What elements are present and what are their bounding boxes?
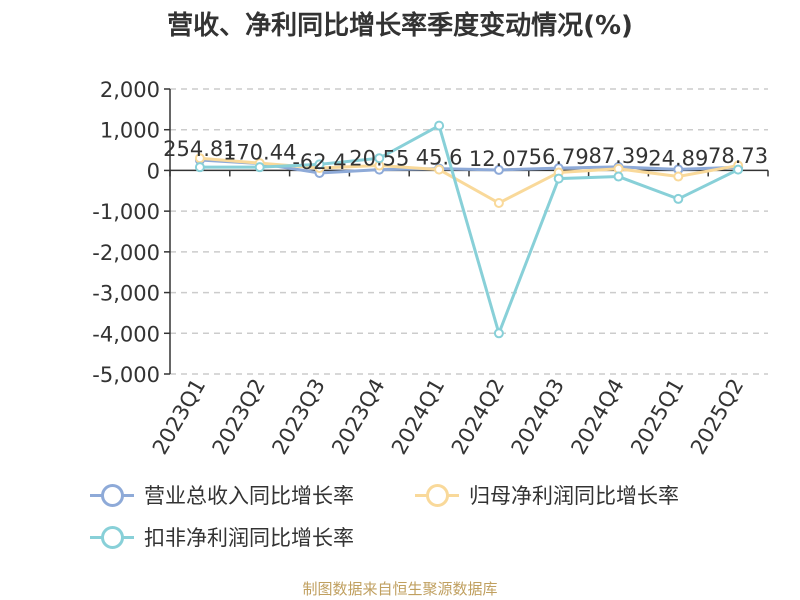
x-tick-label: 2025Q2	[686, 375, 748, 459]
legend-item-net-profit[interactable]: 归母净利润同比增长率	[415, 480, 679, 510]
data-point-revenue	[493, 164, 504, 175]
x-tick-label: 2023Q4	[327, 375, 389, 459]
data-point-deducted	[374, 153, 385, 164]
data-label: 12.07	[469, 147, 529, 171]
x-tick-label: 2023Q2	[208, 375, 270, 459]
legend-item-revenue[interactable]: 营业总收入同比增长率	[90, 480, 354, 510]
x-tick-label: 2024Q1	[387, 374, 449, 458]
y-tick-label: 2,000	[100, 78, 160, 102]
x-tick-label: 2023Q3	[267, 375, 329, 459]
series-line-revenue	[199, 158, 739, 175]
legend-revenue-marker-icon	[90, 483, 134, 507]
y-tick-label: -4,000	[92, 322, 160, 346]
data-point-deducted	[314, 159, 325, 170]
chart-title: 营收、净利同比增长率季度变动情况(%)	[167, 11, 633, 41]
y-tick-label: 1,000	[100, 119, 160, 143]
y-tick-label: 0	[147, 159, 160, 183]
data-point-deducted	[733, 164, 744, 175]
x-tick-label: 2025Q1	[626, 375, 688, 459]
data-label: 45.6	[416, 146, 463, 170]
data-point-deducted	[673, 193, 684, 204]
y-tick-label: -1,000	[92, 200, 160, 224]
legend-revenue-label: 营业总收入同比增长率	[144, 484, 354, 508]
data-label: 254.81	[163, 137, 236, 161]
x-tick-label: 2023Q1	[148, 375, 210, 459]
x-tick-label: 2024Q4	[566, 375, 628, 459]
data-point-deducted	[493, 328, 504, 339]
data-point-deducted	[434, 120, 445, 131]
data-label: 20.55	[349, 147, 409, 171]
series-line-deducted	[199, 123, 739, 338]
legend-item-deducted[interactable]: 扣非净利润同比增长率	[90, 522, 354, 552]
data-label: 78.73	[708, 144, 768, 168]
data-label: 24.89	[648, 146, 708, 170]
data-point-deducted	[254, 162, 265, 173]
data-label: 170.44	[223, 140, 296, 164]
data-point-net_profit	[493, 198, 504, 208]
data-point-deducted	[553, 173, 564, 184]
source-note: 制图数据来自恒生聚源数据库	[302, 580, 498, 598]
y-tick-label: -3,000	[92, 282, 160, 306]
legend-net-profit-label: 归母净利润同比增长率	[469, 484, 679, 508]
legend-deducted-label: 扣非净利润同比增长率	[144, 526, 354, 550]
data-point-net_profit	[673, 171, 684, 182]
y-tick-label: -5,000	[92, 363, 160, 387]
data-label: 87.39	[588, 144, 648, 168]
legend-net-profit-marker-icon	[415, 483, 459, 507]
data-label: 56.79	[529, 145, 589, 169]
legend-deducted-marker-icon	[90, 525, 134, 549]
data-point-deducted	[194, 162, 205, 173]
x-tick-label: 2024Q3	[507, 375, 569, 459]
x-tick-label: 2024Q2	[447, 375, 509, 459]
data-label: -62.4	[292, 150, 346, 174]
data-point-deducted	[613, 171, 624, 182]
data-point-net_profit	[434, 164, 445, 175]
y-tick-label: -2,000	[92, 241, 160, 265]
